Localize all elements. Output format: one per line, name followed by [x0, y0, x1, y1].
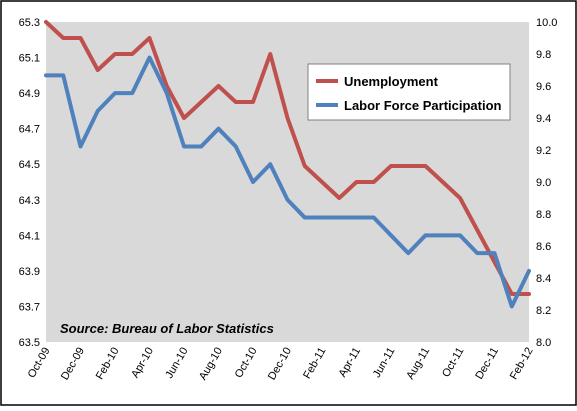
left-tick-label: 64.3 [19, 195, 40, 207]
left-tick-label: 65.1 [19, 53, 40, 65]
legend-label-unemployment: Unemployment [344, 74, 439, 89]
right-tick-label: 9.0 [536, 177, 551, 189]
series-line-participation [44, 55, 531, 309]
left-tick-label: 63.9 [19, 266, 40, 278]
right-tick-label: 8.4 [536, 273, 551, 285]
right-tick-label: 9.6 [536, 81, 551, 93]
right-axis-ticks: 10.0 9.8 9.6 9.4 9.2 9.0 8.8 8.6 8.4 8.2 8.0 [536, 17, 557, 349]
right-tick-label: 8.0 [536, 337, 551, 349]
left-axis-ticks: 65.3 65.1 64.9 64.7 64.5 64.3 64.1 63.9 63.7 63.5 [19, 17, 40, 349]
right-tick-label: 9.8 [536, 49, 551, 61]
series-layer [44, 20, 531, 309]
right-tick-label: 8.2 [536, 305, 551, 317]
legend-box [307, 63, 511, 121]
right-tick-label: 9.2 [536, 145, 551, 157]
left-tick-label: 64.1 [19, 230, 40, 242]
left-tick-label: 64.9 [19, 88, 40, 100]
series-line-unemployment [44, 20, 531, 296]
right-tick-label: 8.6 [536, 241, 551, 253]
legend-label-participation: Labor Force Participation [344, 98, 502, 113]
left-tick-label: 64.5 [19, 159, 40, 171]
right-tick-label: 8.8 [536, 209, 551, 221]
left-tick-label: 64.7 [19, 124, 40, 136]
right-tick-label: 10.0 [536, 17, 557, 29]
left-tick-label: 63.7 [19, 301, 40, 313]
left-tick-label: 65.3 [19, 17, 40, 29]
source-annotation: Source: Bureau of Labor Statistics [60, 321, 274, 336]
right-tick-label: 9.4 [536, 113, 551, 125]
left-tick-label: 63.5 [19, 337, 40, 349]
legend: Unemployment Labor Force Participation [307, 63, 511, 121]
